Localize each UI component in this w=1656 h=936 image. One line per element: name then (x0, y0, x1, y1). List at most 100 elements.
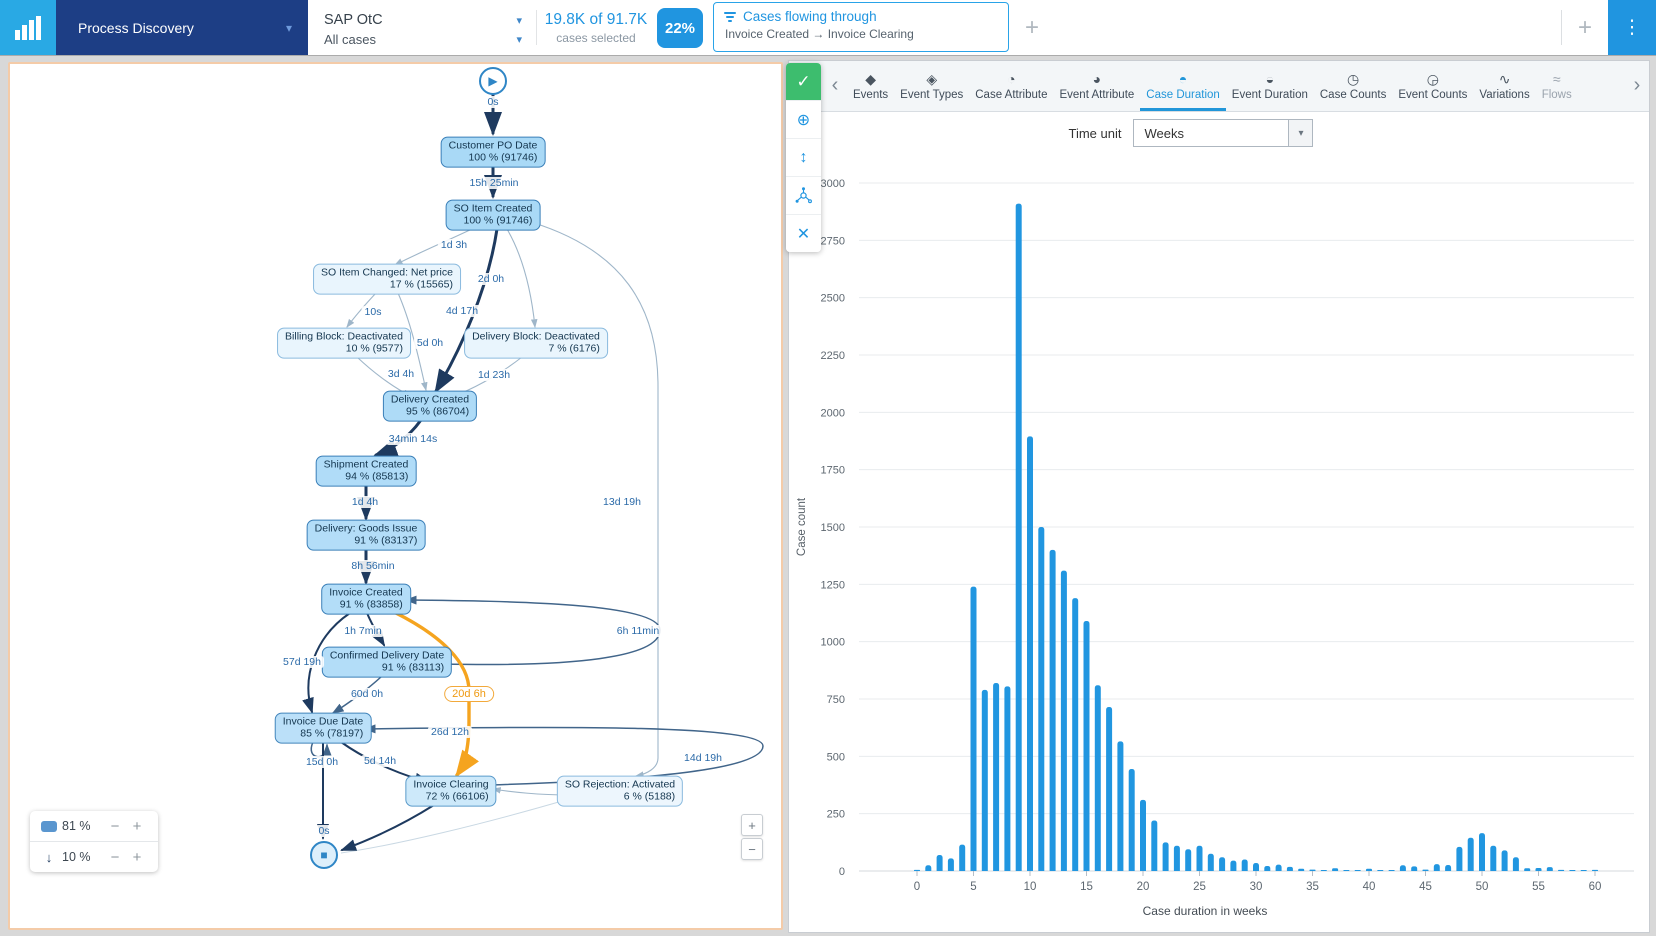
edge-duration-label[interactable]: 15d 0h (302, 756, 342, 768)
bar-week-46[interactable] (1433, 864, 1440, 871)
bar-week-1[interactable] (925, 865, 932, 871)
bar-week-60[interactable] (1592, 869, 1598, 871)
process-node-confirmed-delivery-date[interactable]: Confirmed Delivery Date 91 % (83113) (321, 646, 453, 678)
bar-week-41[interactable] (1377, 870, 1384, 871)
bar-week-32[interactable] (1275, 864, 1282, 871)
tab-event-attribute[interactable]: ◕ Event Attribute (1053, 61, 1140, 111)
bar-week-8[interactable] (1004, 686, 1011, 871)
bar-week-43[interactable] (1399, 865, 1406, 871)
confirm-selection-button[interactable]: ✓ (786, 63, 821, 100)
highlighted-edge-duration-label[interactable]: 20d 6h (444, 686, 494, 702)
bar-week-3[interactable] (947, 858, 954, 871)
zoom-out-button[interactable]: − (741, 838, 763, 860)
tab-flows[interactable]: ≈ Flows (1536, 61, 1578, 111)
bar-week-2[interactable] (936, 854, 943, 871)
edge-duration-label[interactable]: 6h 11min (613, 625, 663, 637)
process-node-billing-block-deactivated[interactable]: Billing Block: Deactivated 10 % (9577) (277, 327, 411, 359)
dataset-dropdown[interactable]: SAP OtC ▾ (324, 12, 536, 28)
edge-duration-label[interactable]: 0s (484, 96, 502, 108)
tab-case-duration[interactable]: ◓ Case Duration (1140, 61, 1226, 111)
activities-decrease-button[interactable]: − (110, 817, 120, 835)
bar-week-44[interactable] (1411, 866, 1418, 871)
edge-duration-label[interactable]: 0s (315, 825, 333, 837)
bar-week-4[interactable] (959, 844, 966, 871)
process-node-invoice-due-date[interactable]: Invoice Due Date 85 % (78197) (274, 712, 372, 744)
start-node[interactable]: ▶ (479, 67, 507, 95)
bar-week-15[interactable] (1083, 621, 1090, 871)
process-node-delivery-block-deactivated[interactable]: Delivery Block: Deactivated 7 % (6176) (464, 327, 608, 359)
edge-duration-label[interactable]: 1d 23h (474, 369, 514, 381)
tab-case-counts[interactable]: ◷ Case Counts (1314, 61, 1392, 111)
bar-week-54[interactable] (1524, 868, 1531, 871)
case-scope-dropdown[interactable]: All cases ▾ (324, 32, 536, 47)
process-node-so-item-created[interactable]: SO Item Created 100 % (91746) (445, 199, 541, 231)
end-node[interactable]: ■ (310, 841, 338, 869)
bar-week-12[interactable] (1049, 549, 1056, 871)
bar-week-9[interactable] (1015, 203, 1022, 871)
bar-week-55[interactable] (1535, 868, 1542, 871)
bar-week-50[interactable] (1479, 833, 1485, 871)
edge-duration-label[interactable]: 57d 19h (280, 656, 324, 668)
app-logo[interactable] (0, 0, 56, 55)
bar-week-33[interactable] (1286, 866, 1293, 871)
bar-week-59[interactable] (1580, 870, 1587, 871)
edge-duration-label[interactable]: 10s (361, 306, 385, 318)
zoom-selection-button[interactable]: ⊕ (786, 100, 821, 138)
bar-week-11[interactable] (1038, 527, 1045, 871)
bar-week-45[interactable] (1422, 869, 1429, 871)
bar-week-14[interactable] (1072, 598, 1079, 871)
edge-duration-label[interactable]: 26d 12h (428, 726, 472, 738)
bar-week-58[interactable] (1569, 870, 1576, 871)
tabs-scroll-right-button[interactable]: › (1633, 74, 1641, 97)
tab-events[interactable]: ◆ Events (847, 61, 894, 111)
process-node-invoice-clearing[interactable]: Invoice Clearing 72 % (66106) (405, 775, 497, 807)
bar-week-7[interactable] (993, 682, 1000, 871)
process-node-so-rejection-activated[interactable]: SO Rejection: Activated 6 % (5188) (556, 775, 684, 807)
bar-week-40[interactable] (1366, 868, 1372, 871)
edge-duration-label[interactable]: 4d 17h (442, 305, 482, 317)
close-selection-button[interactable]: ✕ (786, 214, 821, 252)
add-filter-button[interactable]: + (1024, 13, 1039, 41)
edge-duration-label[interactable]: 60d 0h (347, 688, 387, 700)
time-unit-select[interactable]: Weeks ▾ (1133, 119, 1314, 148)
edge-duration-label[interactable]: 34min 14s (385, 433, 441, 445)
bar-week-0[interactable] (914, 869, 920, 871)
edge-duration-label[interactable]: 5d 14h (360, 755, 400, 767)
bar-week-16[interactable] (1094, 685, 1101, 871)
edge-duration-label[interactable]: 2d 0h (474, 273, 508, 285)
tab-case-attribute[interactable]: ◔ Case Attribute (969, 61, 1053, 111)
tab-event-counts[interactable]: ◶ Event Counts (1392, 61, 1473, 111)
connections-increase-button[interactable]: + (132, 848, 142, 866)
bar-week-6[interactable] (981, 689, 988, 871)
bar-week-29[interactable] (1241, 859, 1248, 871)
bar-week-56[interactable] (1546, 867, 1553, 871)
bar-week-53[interactable] (1512, 857, 1519, 871)
process-node-customer-po-date[interactable]: Customer PO Date 100 % (91746) (440, 136, 546, 168)
bar-week-5[interactable] (970, 586, 977, 871)
process-node-delivery-created[interactable]: Delivery Created 95 % (86704) (382, 390, 478, 422)
bar-week-31[interactable] (1264, 865, 1271, 871)
tab-event-types[interactable]: ◈ Event Types (894, 61, 969, 111)
edge-duration-label[interactable]: 15h 25min (466, 177, 522, 189)
edge-duration-label[interactable]: 8h 56min (348, 560, 398, 572)
bar-week-28[interactable] (1230, 860, 1237, 871)
bar-week-51[interactable] (1490, 845, 1497, 871)
app-switcher[interactable]: Process Discovery ▾ (56, 0, 308, 55)
bar-week-39[interactable] (1354, 870, 1361, 871)
zoom-in-button[interactable]: + (741, 814, 763, 836)
network-layout-button[interactable] (786, 176, 821, 214)
bar-week-49[interactable] (1467, 837, 1474, 871)
edge-duration-label[interactable]: 13d 19h (600, 496, 644, 508)
bar-week-10[interactable] (1027, 436, 1033, 871)
edge-duration-label[interactable]: 14d 19h (681, 752, 725, 764)
bar-week-37[interactable] (1332, 868, 1339, 871)
tab-event-duration[interactable]: ◒ Event Duration (1226, 61, 1314, 111)
bar-week-13[interactable] (1060, 570, 1067, 871)
process-node-delivery-goods-issue[interactable]: Delivery: Goods Issue 91 % (83137) (306, 519, 426, 551)
bar-week-21[interactable] (1151, 820, 1158, 871)
bar-week-47[interactable] (1445, 865, 1452, 871)
bar-week-36[interactable] (1320, 870, 1327, 871)
filter-chip-cases-flowing-through[interactable]: Cases flowing through Invoice Created → … (713, 2, 1009, 52)
process-node-shipment-created[interactable]: Shipment Created 94 % (85813) (315, 455, 417, 487)
edge-duration-label[interactable]: 5d 0h (413, 337, 447, 349)
